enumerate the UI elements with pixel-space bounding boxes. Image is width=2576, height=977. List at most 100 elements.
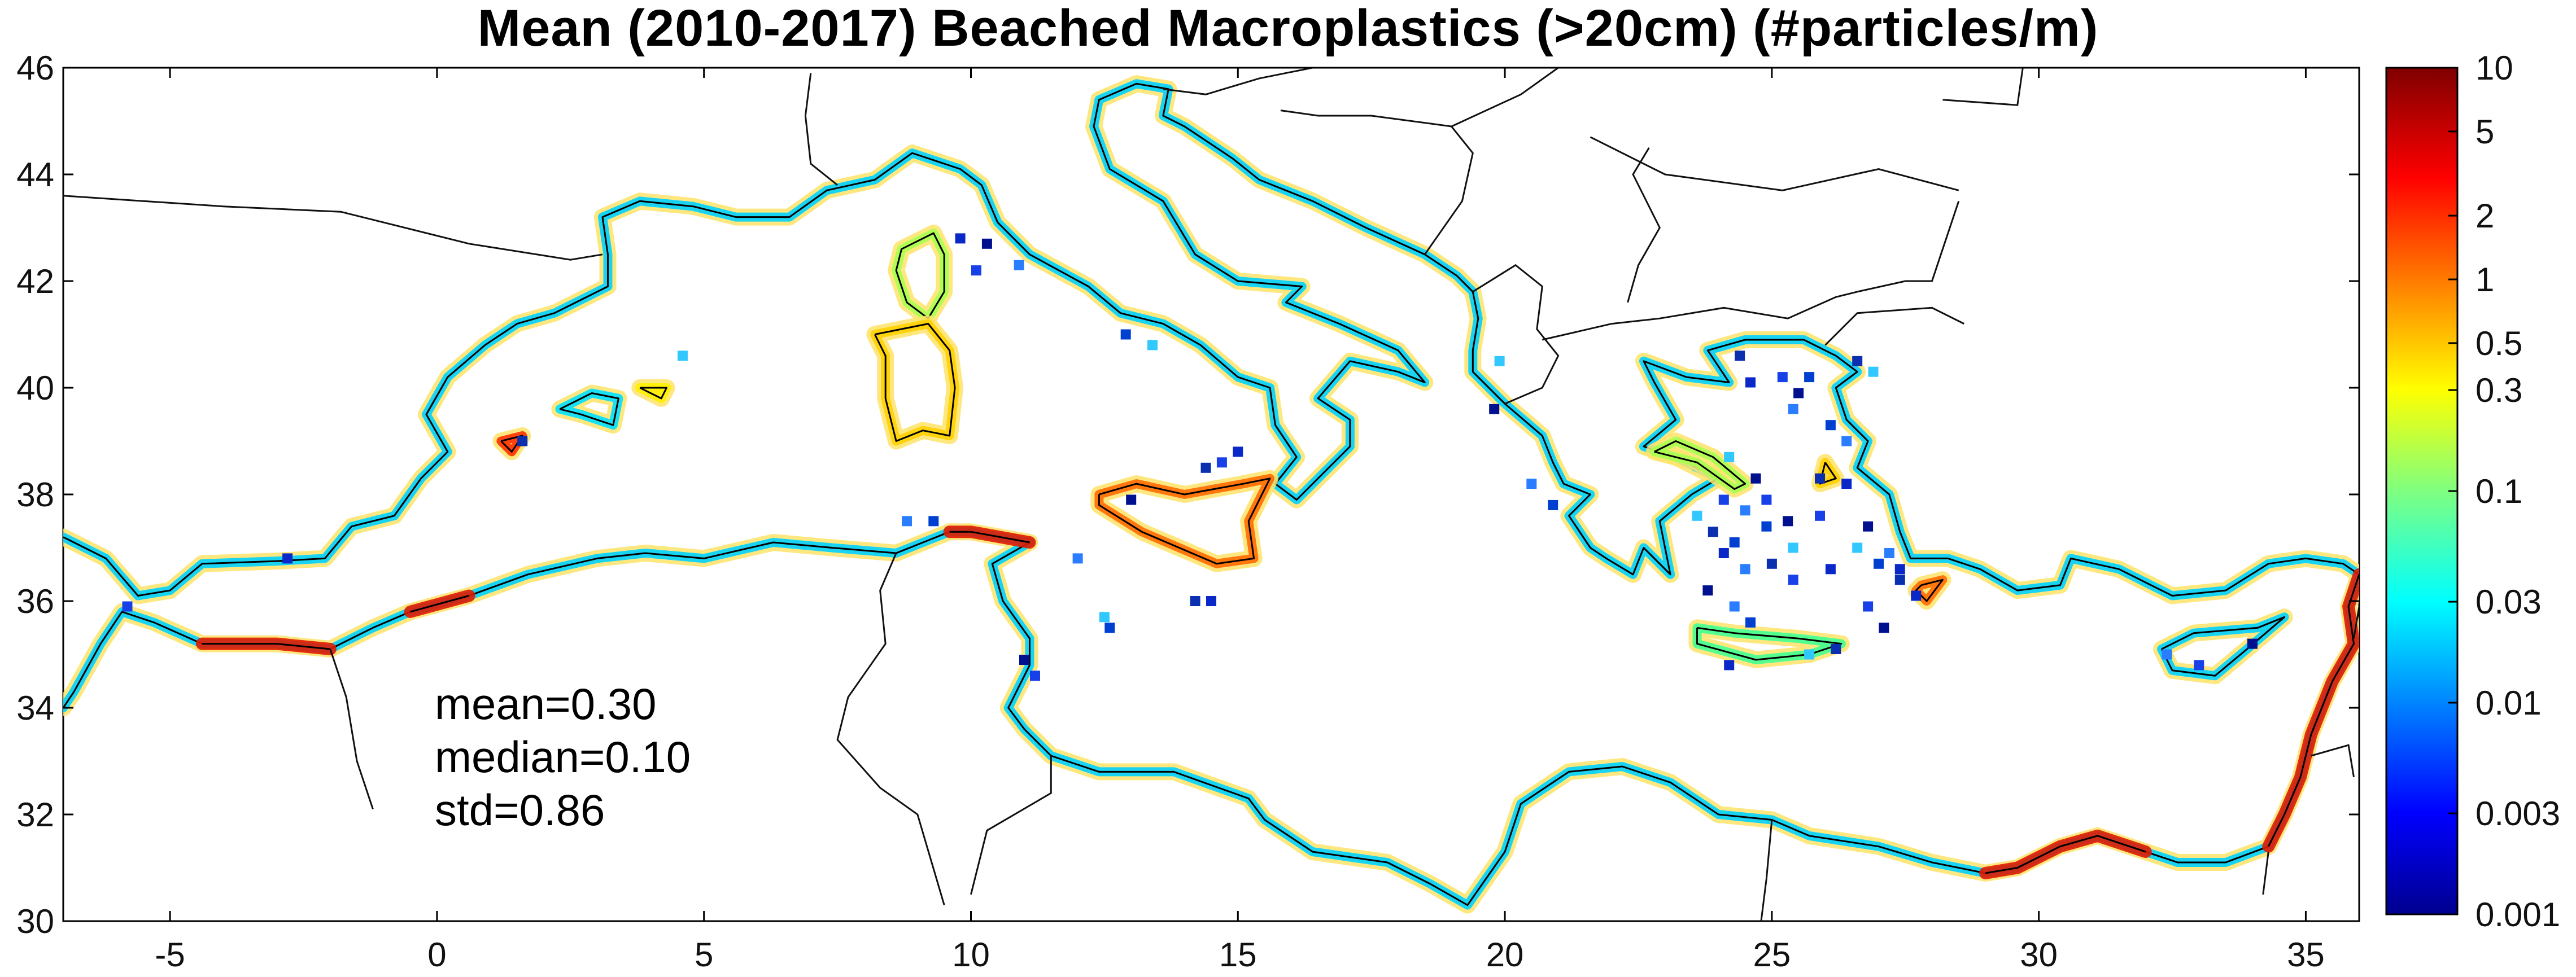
island-marker <box>1863 521 1874 532</box>
country-border <box>2353 606 2359 639</box>
island-marker <box>2247 638 2258 649</box>
island-marker <box>1894 575 1905 585</box>
coastline <box>202 643 330 650</box>
island-marker <box>1019 655 1029 665</box>
island-marker <box>1702 585 1713 596</box>
island-marker <box>1841 479 1852 489</box>
island-marker <box>1804 649 1815 660</box>
coastline <box>874 323 956 442</box>
island-marker <box>1777 372 1788 383</box>
stat-median: median=0.10 <box>435 732 691 782</box>
colorbar-label: 0.001 <box>2475 896 2560 934</box>
island-marker <box>1761 494 1772 505</box>
country-border <box>63 195 603 261</box>
coastline <box>1915 579 1944 602</box>
country-border <box>1590 136 1959 191</box>
coastline <box>895 232 945 319</box>
island-marker <box>1526 479 1537 489</box>
colorbar-labels: 10 5 2 1 0.5 0.3 0.1 0.03 0.01 0.003 0.001 <box>2448 49 2560 934</box>
map-title: Mean (2010-2017) Beached Macroplastics (… <box>477 0 2099 57</box>
colorbar-label: 5 <box>2475 113 2494 151</box>
coastline <box>1819 462 1837 485</box>
country-border <box>1942 68 2024 106</box>
coastline <box>1654 440 1747 490</box>
island-marker <box>1879 623 1889 633</box>
island-marker <box>1868 366 1879 377</box>
island-marker <box>1863 601 1874 612</box>
island-marker <box>1099 612 1110 623</box>
island-marker <box>1708 527 1718 537</box>
island-marker <box>1190 596 1200 606</box>
island-marker <box>1815 510 1825 521</box>
island-marker <box>981 238 992 249</box>
island-marker <box>1718 494 1729 505</box>
x-tick-label: 35 <box>2287 936 2325 974</box>
colorbar-label: 0.003 <box>2475 795 2560 833</box>
colorbar-label: 0.1 <box>2475 472 2522 510</box>
colorbar-label: 0.3 <box>2475 371 2522 409</box>
y-tick-label: 32 <box>16 796 54 834</box>
colorbar-label: 0.01 <box>2475 684 2542 722</box>
island-marker <box>1718 548 1729 558</box>
country-border <box>1627 147 1661 303</box>
y-tick-label: 36 <box>16 582 54 620</box>
coastline <box>639 387 667 400</box>
country-border <box>1824 306 1964 346</box>
colorbar-label: 1 <box>2475 261 2494 299</box>
island-marker <box>1761 521 1772 532</box>
island-marker <box>1216 457 1227 468</box>
coastline <box>949 531 1030 544</box>
island-marker <box>1030 671 1040 681</box>
island-marker <box>1745 617 1756 628</box>
country-border <box>2311 744 2355 778</box>
y-tick-label: 34 <box>16 689 54 727</box>
island-marker <box>282 553 293 564</box>
island-marker <box>1894 564 1905 575</box>
island-marker <box>1120 329 1131 340</box>
plot-area <box>62 67 2360 922</box>
colorbar-label: 10 <box>2475 49 2513 87</box>
x-tick-label: 0 <box>427 936 446 974</box>
island-marker <box>1729 601 1740 612</box>
island-marker <box>1815 473 1825 484</box>
island-marker <box>1740 564 1750 575</box>
country-border <box>804 73 839 186</box>
island-marker <box>1825 420 1836 431</box>
coastline <box>2160 616 2286 677</box>
coastline <box>1098 477 1271 565</box>
country-border <box>1857 200 1960 293</box>
island-marker <box>1072 553 1083 564</box>
island-marker <box>1104 623 1115 633</box>
country-border <box>836 553 945 906</box>
island-marker <box>1014 260 1024 270</box>
island-marker <box>1750 473 1761 484</box>
colorbar-label: 2 <box>2475 197 2494 235</box>
stat-mean: mean=0.30 <box>435 679 657 729</box>
island-marker <box>1147 340 1158 351</box>
x-tick-label: 30 <box>2020 936 2058 974</box>
country-border <box>1472 264 1560 405</box>
island-marker <box>1724 452 1735 462</box>
island-marker <box>1740 505 1750 516</box>
island-marker <box>1494 356 1505 366</box>
island-marker <box>1793 388 1804 398</box>
y-tick-label: 42 <box>16 262 54 300</box>
island-marker <box>1788 404 1798 414</box>
island-marker <box>1788 542 1798 553</box>
island-marker <box>1788 575 1798 585</box>
island-marker <box>902 516 912 527</box>
country-border <box>1542 291 1858 341</box>
island-marker <box>1911 590 1922 601</box>
y-tick-label: 30 <box>16 902 54 940</box>
island-marker <box>1548 500 1558 510</box>
island-marker <box>1831 644 1841 654</box>
island-marker <box>122 601 133 612</box>
colorbar-label: 0.03 <box>2475 583 2542 621</box>
colorbar <box>2385 67 2459 915</box>
y-tick-label: 40 <box>16 369 54 407</box>
island-marker <box>971 265 981 276</box>
x-tick-label: 10 <box>952 936 990 974</box>
y-axis-ticks: 30 32 34 36 38 40 42 44 46 <box>16 49 2359 940</box>
island-marker <box>1692 510 1702 521</box>
